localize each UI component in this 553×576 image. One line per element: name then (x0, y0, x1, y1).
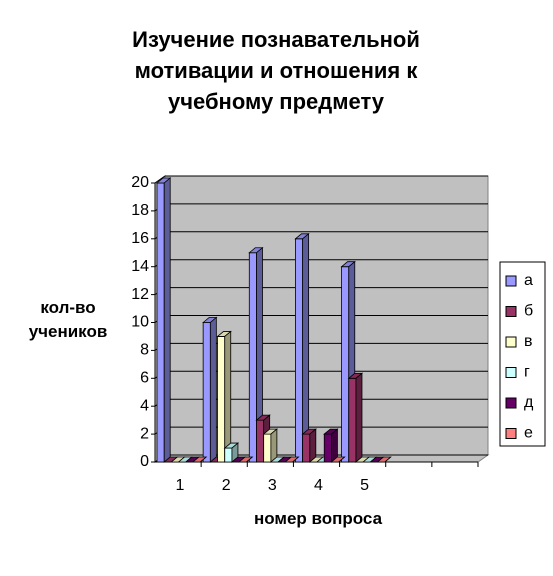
y-tick-label: 8 (140, 342, 149, 359)
bar-side (309, 428, 317, 463)
bar (348, 377, 357, 463)
bar-side (292, 456, 299, 463)
bar-side (338, 456, 345, 463)
legend-swatch (505, 367, 517, 378)
bar-side (302, 232, 310, 463)
x-tick-label: 3 (268, 477, 277, 494)
grid-line (154, 175, 166, 184)
bar (263, 433, 272, 463)
x-tick-label: 1 (176, 477, 185, 494)
legend-swatch (505, 428, 517, 439)
bar (302, 433, 311, 463)
bar-side (163, 177, 171, 463)
legend-swatch (505, 397, 517, 409)
legend-label: в (524, 333, 533, 350)
y-tick-label: 2 (140, 425, 149, 442)
bar-side (384, 456, 392, 463)
bar-side (199, 456, 207, 463)
y-tick-label: 4 (140, 397, 149, 414)
y-tick-label: 18 (131, 202, 149, 219)
legend-swatch (505, 336, 517, 348)
bar (224, 447, 233, 463)
y-tick-label: 6 (140, 370, 149, 387)
bar-side (331, 428, 338, 463)
bar-side (224, 330, 232, 463)
x-tick-label: 4 (314, 477, 323, 494)
x-tick-label: 5 (360, 477, 369, 494)
bar (202, 322, 211, 463)
legend-label: е (524, 425, 533, 442)
legend-label: д (524, 394, 534, 411)
bar (217, 336, 226, 463)
bar (295, 238, 304, 463)
bar-side (355, 372, 363, 463)
bar (156, 182, 165, 463)
legend-swatch (505, 306, 517, 317)
bar (341, 266, 350, 463)
y-axis-label: кол-во учеников (28, 298, 108, 341)
bar (248, 252, 257, 463)
y-tick-label: 14 (131, 258, 149, 275)
chart-title: Изучение познавательной мотивации и отно… (132, 27, 420, 114)
bar-side (246, 456, 253, 463)
bar (256, 419, 265, 463)
bar-side (270, 428, 278, 463)
legend-label: б (524, 303, 533, 320)
legend-box (499, 261, 546, 447)
x-tick-label: 2 (222, 477, 231, 494)
legend-label: а (524, 272, 533, 289)
bar-side (209, 316, 217, 463)
y-tick-label: 10 (131, 314, 149, 331)
legend-swatch (505, 275, 517, 287)
y-tick-label: 0 (140, 453, 149, 470)
y-tick-label: 20 (131, 174, 149, 191)
y-tick-label: 12 (131, 286, 149, 303)
x-axis-label: номер вопроса (253, 509, 383, 528)
legend-label: г (524, 364, 530, 381)
y-tick-label: 16 (131, 230, 149, 247)
bar (323, 433, 332, 463)
